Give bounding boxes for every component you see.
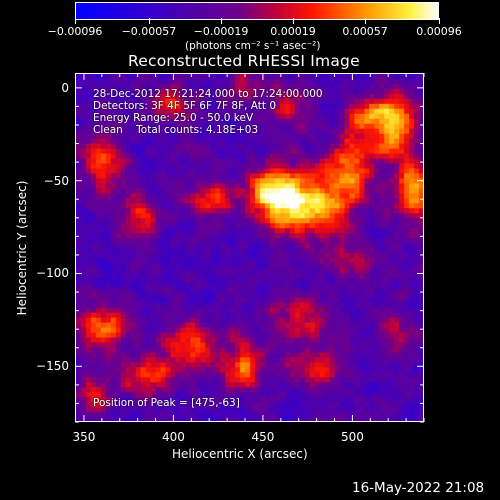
- peak-position-text: Position of Peak = [475,-63]: [93, 397, 240, 409]
- annotation-time: 28-Dec-2012 17:21:24.000 to 17:24:00.000: [93, 88, 323, 100]
- colorbar-gradient: [75, 2, 439, 20]
- x-tick-label: 350: [72, 430, 96, 444]
- annotation-detectors: Detectors: 3F 4F 5F 6F 7F 8F, Att 0: [93, 100, 277, 112]
- colorbar-tick-label: 0.00057: [342, 25, 388, 38]
- x-axis-label: Heliocentric X (arcsec): [172, 447, 308, 461]
- heatmap-image: [76, 74, 423, 421]
- colorbar-tick-mark: [75, 18, 76, 24]
- colorbar-tick-label: −0.00057: [121, 25, 177, 38]
- colorbar-tick-label: −0.00019: [193, 25, 249, 38]
- colorbar-tick-mark: [293, 18, 295, 24]
- footer-timestamp: 16-May-2022 21:08: [352, 480, 485, 496]
- colorbar-tick-label: −0.00096: [47, 25, 103, 38]
- colorbar-tick-label: 0.00096: [416, 25, 462, 38]
- plot-area: 28-Dec-2012 17:21:24.000 to 17:24:00.000…: [75, 73, 424, 422]
- y-tick-label: 0: [61, 80, 69, 95]
- colorbar-tick-mark: [365, 18, 367, 24]
- y-tick-label: −150: [36, 359, 69, 374]
- annotation-clean: Clean Total counts: 4.18E+03: [93, 124, 259, 136]
- y-tick-label: −100: [36, 266, 69, 281]
- annotation-energy: Energy Range: 25.0 - 50.0 keV: [93, 112, 254, 124]
- x-tick-label: 500: [340, 430, 364, 444]
- colorbar-unit-label: (photons cm⁻² s⁻¹ asec⁻²): [185, 40, 321, 52]
- x-tick-label: 450: [251, 430, 275, 444]
- colorbar-tick-mark: [439, 18, 440, 24]
- y-tick-label: −50: [43, 173, 69, 188]
- colorbar-tick-mark: [148, 18, 150, 24]
- chart-title: Reconstructed RHESSI Image: [128, 52, 360, 70]
- colorbar-tick-mark: [220, 18, 222, 24]
- colorbar-tick-label: 0.00019: [270, 25, 316, 38]
- x-tick-label: 400: [161, 430, 185, 444]
